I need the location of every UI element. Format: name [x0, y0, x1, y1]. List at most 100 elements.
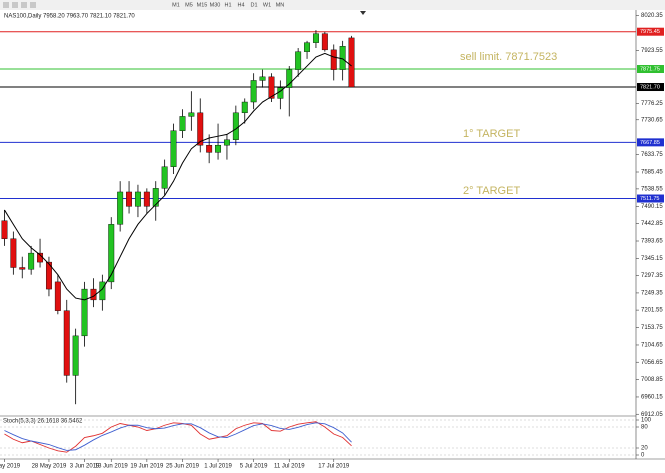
- y-tick-label: 0: [641, 453, 645, 459]
- y-tick-label: 7056.65: [641, 360, 663, 366]
- candle-body: [161, 166, 168, 189]
- y-tick-label: 7249.35: [641, 290, 663, 296]
- chart-header: NAS100,Daily 7958.20 7963.70 7821.10 782…: [4, 14, 135, 20]
- y-tick-label: 6912.05: [641, 412, 663, 418]
- y-tick-label: 7297.35: [641, 273, 663, 279]
- candle-body: [72, 335, 79, 376]
- level-price-box: [637, 138, 664, 147]
- timeframe-button[interactable]: W1: [263, 2, 271, 8]
- candle-body: [241, 101, 248, 114]
- x-tick-label: 3 Jun 2019: [70, 464, 100, 470]
- moving-average: [4, 52, 352, 301]
- candle-body: [54, 281, 61, 311]
- y-tick-label: 7923.55: [641, 48, 663, 54]
- candle-body: [10, 238, 17, 268]
- x-tick-label: 2 May 2019: [0, 464, 21, 470]
- timeframe-button[interactable]: H4: [237, 2, 244, 8]
- annotation: 1° TARGET: [463, 128, 520, 140]
- y-tick-label: 7585.45: [641, 170, 663, 176]
- level-price-label: 7667.85: [640, 140, 660, 146]
- candle-body: [134, 191, 141, 207]
- x-tick-label: 13 Jun 2019: [95, 464, 129, 470]
- timeframe-button[interactable]: M15: [197, 2, 208, 8]
- toolbar-icon[interactable]: [21, 2, 27, 8]
- candle-body: [259, 76, 266, 81]
- toolbar-icon[interactable]: [12, 2, 18, 8]
- candle-body: [63, 310, 70, 376]
- level-price-label: 7821.70: [640, 84, 660, 90]
- candle-body: [179, 116, 186, 131]
- y-tick-label: 7008.85: [641, 377, 663, 383]
- x-tick-label: 17 Jul 2019: [318, 464, 350, 470]
- candle-body: [348, 37, 355, 88]
- y-tick-label: 80: [641, 425, 648, 431]
- candle-body: [286, 69, 293, 88]
- candle-body: [197, 112, 204, 146]
- candle-body: [321, 33, 328, 51]
- indicator-title: Stoch(5,3,3) 26.1618 36.5462: [3, 419, 83, 425]
- level-price-label: 7871.75: [640, 66, 660, 72]
- candle-body: [206, 144, 213, 153]
- y-tick-label: 7442.85: [641, 221, 663, 227]
- y-tick-label: 20: [641, 446, 648, 452]
- level-price-box: [637, 65, 664, 74]
- y-tick-label: 7345.15: [641, 256, 663, 262]
- y-tick-label: 7538.55: [641, 186, 663, 192]
- annotation: 2° TARGET: [463, 185, 520, 197]
- candle-body: [152, 188, 159, 207]
- candle-body: [19, 267, 26, 270]
- timeframe-button[interactable]: H1: [224, 2, 231, 8]
- candle-body: [81, 288, 88, 337]
- level-price-label: 7975.45: [640, 29, 660, 35]
- timeframe-button[interactable]: M1: [172, 2, 180, 8]
- chart-shift-marker: [360, 11, 366, 15]
- indicator-line: [4, 422, 352, 451]
- y-tick-label: 6960.15: [641, 395, 663, 401]
- candle-body: [304, 42, 311, 52]
- y-tick-label: 7153.75: [641, 325, 663, 331]
- y-tick-label: 7776.25: [641, 101, 663, 107]
- annotation: sell limit. 7871.7523: [460, 51, 557, 63]
- x-tick-label: 1 Jul 2019: [204, 464, 232, 470]
- y-tick-label: 7490.15: [641, 204, 663, 210]
- candle-body: [143, 191, 150, 207]
- y-tick-label: 8020.35: [641, 13, 663, 19]
- toolbar: [0, 0, 665, 10]
- level-price-box: [637, 83, 664, 92]
- y-tick-label: 7633.75: [641, 152, 663, 158]
- candle-body: [268, 76, 275, 99]
- timeframe-button[interactable]: MN: [276, 2, 285, 8]
- y-tick-label: 7104.65: [641, 343, 663, 349]
- y-tick-label: 7730.65: [641, 117, 663, 123]
- y-tick-label: 7393.65: [641, 239, 663, 245]
- level-price-box: [637, 27, 664, 36]
- candle-body: [330, 49, 337, 70]
- timeframe-button[interactable]: M5: [185, 2, 193, 8]
- candle-body: [1, 220, 8, 239]
- candle-body: [126, 191, 133, 207]
- candle-body: [108, 224, 115, 283]
- toolbar-icon[interactable]: [3, 2, 9, 8]
- candle-body: [170, 130, 177, 167]
- candle-body: [117, 191, 124, 225]
- x-tick-label: 19 Jun 2019: [130, 464, 164, 470]
- timeframe-button[interactable]: D1: [250, 2, 257, 8]
- x-tick-label: 5 Jul 2019: [240, 464, 268, 470]
- candle-body: [28, 252, 35, 270]
- candle-body: [339, 46, 346, 70]
- y-tick-label: 7201.55: [641, 308, 663, 314]
- candle-body: [223, 139, 230, 146]
- toolbar-icon[interactable]: [30, 2, 36, 8]
- level-price-label: 7511.75: [640, 196, 659, 202]
- candle-body: [250, 80, 257, 103]
- candle-body: [312, 33, 319, 43]
- x-tick-label: 28 May 2019: [32, 464, 67, 470]
- y-tick-label: 100: [641, 418, 652, 424]
- level-price-box: [637, 194, 664, 203]
- x-tick-label: 25 Jun 2019: [166, 464, 200, 470]
- timeframe-button[interactable]: M30: [210, 2, 221, 8]
- candle-body: [295, 51, 302, 70]
- x-tick-label: 11 Jul 2019: [274, 464, 305, 470]
